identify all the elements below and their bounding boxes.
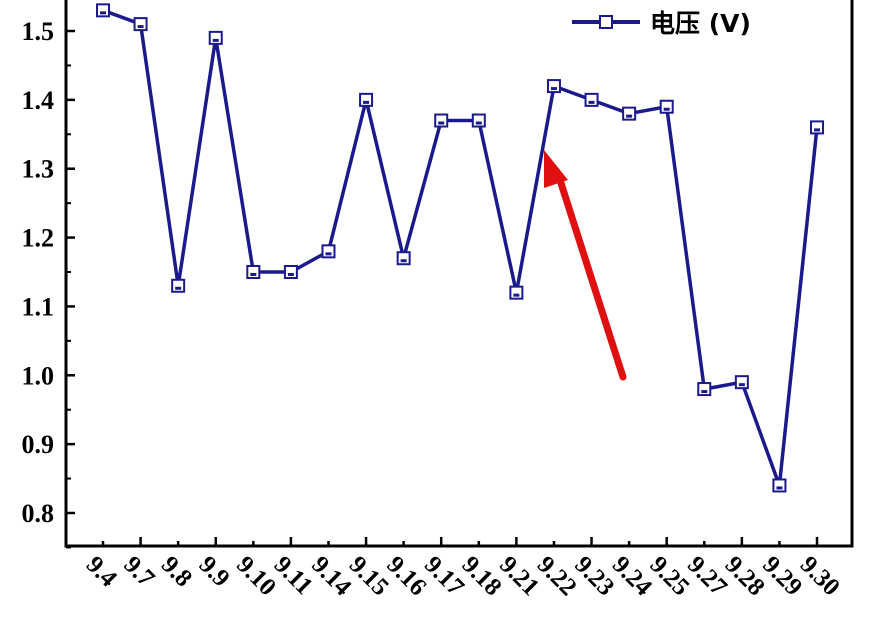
legend-label: 电压 (V) [650,9,751,38]
data-point-inner [513,293,520,297]
x-tick-label: 9.15 [344,551,394,601]
legend: 电压 (V) [572,9,751,38]
x-tick-label: 9.22 [532,551,582,601]
data-point-inner [626,114,633,118]
data-point [734,375,749,390]
y-tick-label: 1.2 [22,224,55,253]
y-tick-label: 0.8 [22,499,55,528]
x-tick-label: 9.9 [193,551,234,592]
y-ticks: 0.8 0.9 1.0 1.1 1.2 1.3 1.4 1.5 [22,17,75,549]
data-point-inner [701,390,708,394]
data-point-inner [250,273,257,276]
data-point-inner [212,38,219,42]
arrow-shaft [556,176,627,381]
data-point-inner [363,100,370,104]
y-tick-label: 1.4 [22,86,55,115]
data-point [208,30,223,45]
x-tick-label: 9.4 [81,551,123,593]
data-point [171,278,186,293]
data-point-inner [776,486,783,490]
x-tick-label: 9.23 [569,551,619,601]
x-tick-label: 9.14 [306,551,356,601]
data-point [283,265,298,279]
data-point-inner [550,87,557,91]
x-tick-label: 9.17 [419,551,469,601]
data-point [697,382,712,397]
data-point-inner [100,11,106,15]
y-tick-label: 1.5 [22,17,55,46]
y-tick-label: 1.3 [22,155,55,184]
data-point [659,99,674,114]
data-point-inner [325,252,332,256]
data-point [584,92,599,107]
data-point [509,285,524,300]
y-tick-label: 1.1 [22,292,55,321]
data-point [321,244,336,259]
data-point [546,79,561,94]
data-point-inner [663,107,670,111]
x-tick-label: 9.16 [381,551,431,601]
data-point-inner [438,121,445,125]
data-point [434,113,449,128]
data-point-inner [137,25,144,29]
x-tick-label: 9.8 [156,551,197,592]
x-tick-label: 9.30 [795,551,845,601]
data-point-inner [400,259,407,263]
arrow-head [544,150,568,188]
y-tick-label: 0.9 [22,430,55,459]
series-group [96,3,825,493]
annotation-arrow [544,150,627,381]
legend-marker [599,15,613,29]
data-point-inner [175,286,182,290]
data-point [359,92,374,107]
data-point [246,265,261,279]
x-tick-label: 9.24 [607,551,657,601]
data-point [96,3,110,18]
x-tick-label: 9.18 [457,551,507,601]
x-tick-label: 9.25 [644,551,694,601]
axes [64,0,854,548]
data-point [133,17,148,32]
data-point [622,106,637,121]
data-point-inner [738,383,745,387]
x-tick-label: 9.27 [682,551,732,601]
data-point-inner [814,128,821,132]
x-tick-label: 9.28 [720,551,770,601]
data-point [772,478,787,493]
data-point [471,113,486,128]
series-line [102,8,819,488]
data-point [396,251,411,266]
x-tick-label: 9.10 [231,551,281,601]
data-point-inner [287,273,294,276]
x-tick-label: 9.29 [757,551,807,601]
x-tick-label: 9.11 [269,551,318,600]
y-tick-label: 1.0 [22,361,55,390]
data-point-inner [475,121,482,125]
x-tick-label: 9.21 [494,551,544,601]
data-point-inner [588,100,595,104]
data-point [810,120,825,135]
x-tick-label: 9.7 [118,551,159,592]
